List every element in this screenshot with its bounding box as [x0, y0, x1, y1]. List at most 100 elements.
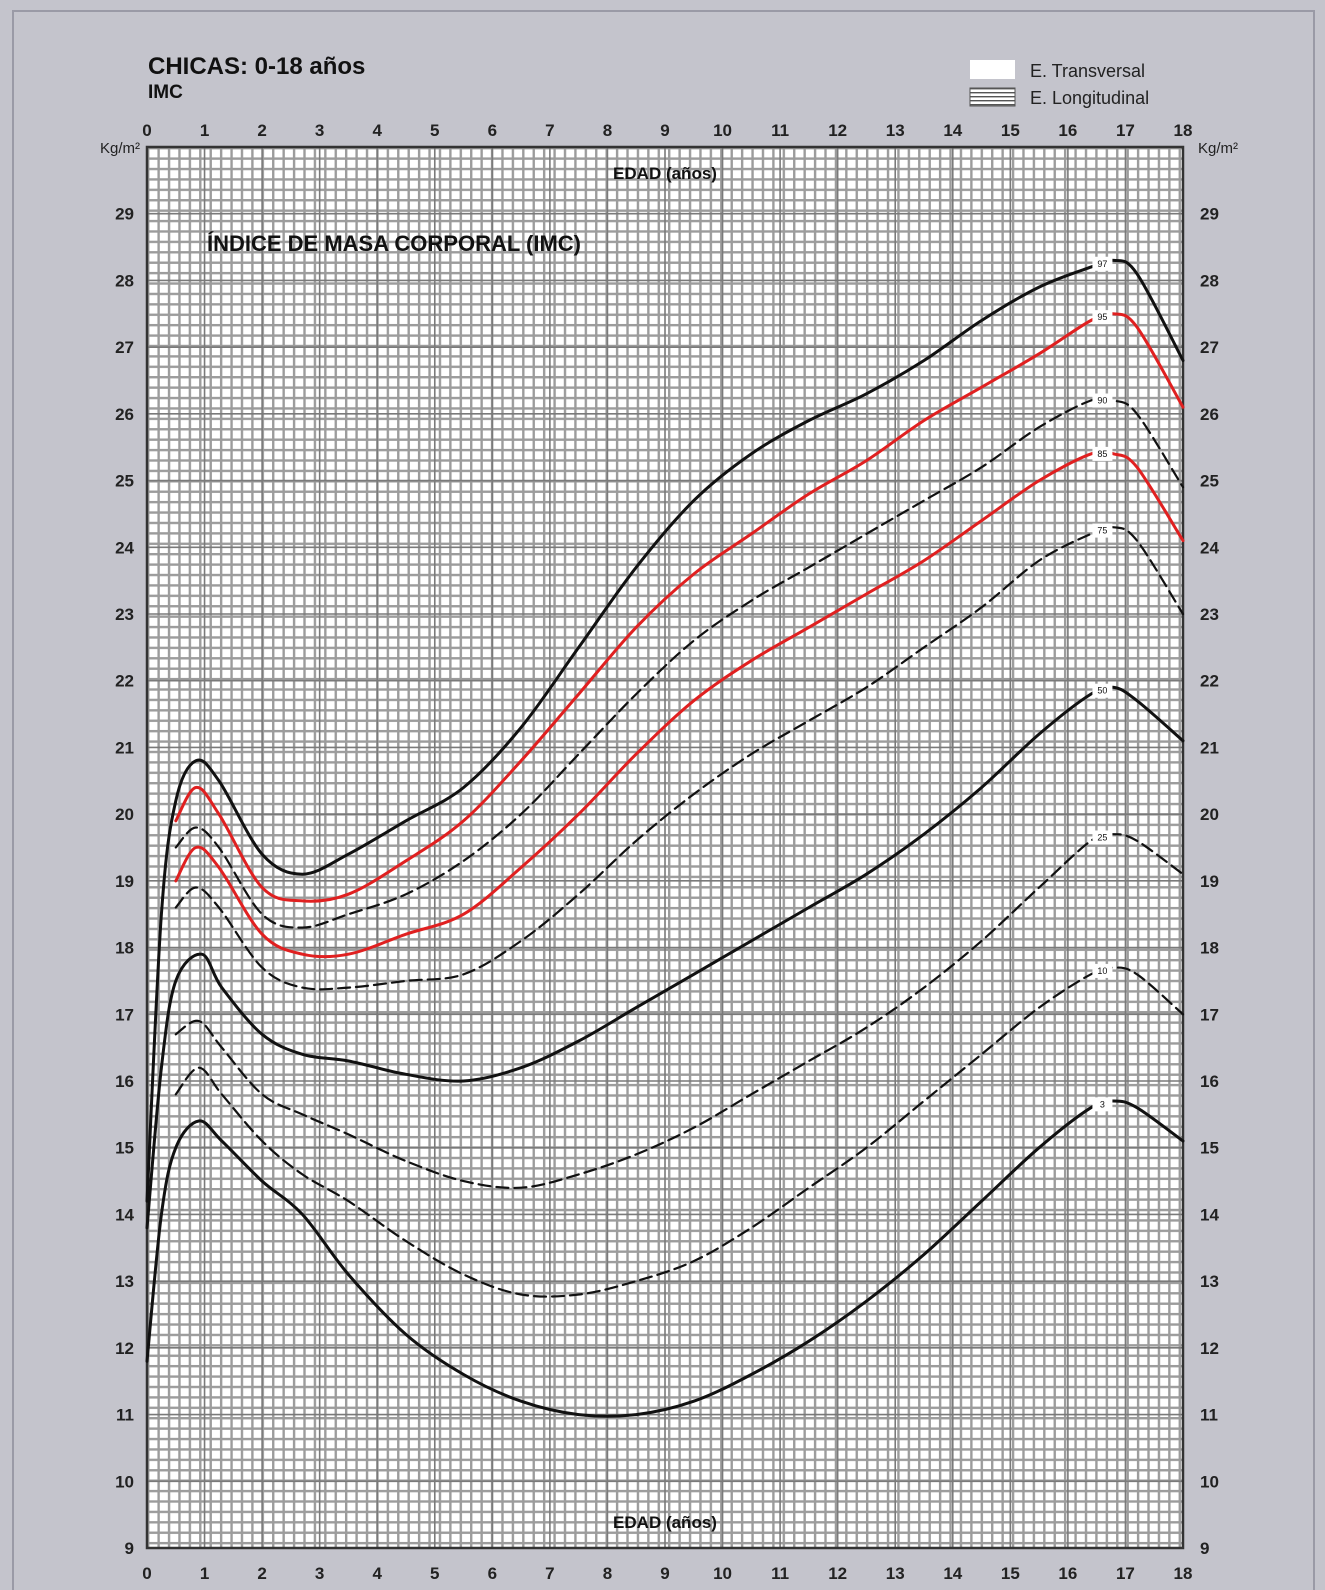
y-tick-label-left: 28	[115, 271, 134, 290]
x-tick-label-top: 9	[660, 121, 669, 140]
x-tick-label-bottom: 8	[603, 1564, 612, 1583]
percentile-label-bg	[1092, 310, 1113, 325]
x-tick-label-bottom: 14	[943, 1564, 962, 1583]
chart-subtitle: IMC	[148, 82, 183, 103]
x-tick-label-bottom: 18	[1174, 1564, 1193, 1583]
percentile-label-p85: 85	[1097, 449, 1107, 459]
y-tick-label-right: 12	[1200, 1339, 1219, 1358]
percentile-label-bg	[1092, 683, 1113, 698]
chart-title: CHICAS: 0-18 años	[148, 53, 365, 80]
x-tick-label-top: 11	[771, 121, 789, 140]
percentile-curve-p90	[174, 396, 1185, 929]
percentile-label-p90: 90	[1097, 396, 1107, 406]
y-tick-label-right: 17	[1200, 1005, 1219, 1024]
y-tick-label-right: 28	[1200, 271, 1219, 290]
percentile-curve-p3	[145, 1099, 1185, 1418]
x-tick-label-top: 13	[886, 121, 905, 140]
y-tick-label-left: 27	[115, 338, 134, 357]
x-tick-label-top: 10	[713, 121, 732, 140]
x-tick-label-top: 3	[315, 121, 324, 140]
x-tick-label-bottom: 1	[200, 1564, 209, 1583]
y-tick-label-right: 18	[1200, 939, 1219, 958]
y-tick-label-left: 19	[115, 872, 134, 891]
x-tick-label-bottom: 17	[1116, 1564, 1135, 1583]
x-tick-label-top: 18	[1174, 121, 1193, 140]
x-tick-label-bottom: 11	[771, 1564, 789, 1583]
plot-border	[145, 145, 1185, 1550]
percentile-curve-p85	[174, 449, 1185, 959]
y-tick-label-right: 20	[1200, 805, 1219, 824]
legend-swatch-longitudinal	[969, 87, 1016, 107]
percentile-label-bg	[1092, 830, 1113, 845]
y-tick-label-left: 17	[115, 1005, 134, 1024]
x-tick-label-top: 16	[1058, 121, 1077, 140]
y-tick-label-left: 10	[115, 1472, 134, 1491]
x-tick-label-top: 15	[1001, 121, 1020, 140]
percentile-label-p75: 75	[1097, 526, 1107, 536]
percentile-label-bg	[1092, 256, 1113, 271]
x-tick-label-bottom: 7	[545, 1564, 554, 1583]
percentile-labels: 97 95 90 85 75 50 25 10 3	[1092, 256, 1113, 1112]
x-tick-label-top: 1	[200, 121, 209, 140]
y-tick-label-right: 23	[1200, 605, 1219, 624]
legend-label-transversal: E. Transversal	[1030, 61, 1145, 81]
y-tick-label-right: 9	[1200, 1539, 1209, 1558]
x-tick-label-bottom: 5	[430, 1564, 439, 1583]
x-tick-label-bottom: 10	[713, 1564, 732, 1583]
x-tick-label-bottom: 15	[1001, 1564, 1020, 1583]
x-tick-label-bottom: 13	[886, 1564, 905, 1583]
x-tick-label-bottom: 2	[257, 1564, 266, 1583]
x-tick-label-bottom: 6	[488, 1564, 497, 1583]
x-axis-label-bottom: EDAD (años)	[613, 1513, 717, 1532]
y-tick-label-left: 13	[115, 1272, 134, 1291]
percentile-curve-p97	[145, 258, 1185, 1203]
y-tick-label-left: 26	[115, 405, 134, 424]
percentile-label-p3: 3	[1100, 1099, 1105, 1109]
x-tick-label-top: 4	[372, 121, 382, 140]
y-tick-label-right: 13	[1200, 1272, 1219, 1291]
percentile-label-bg	[1092, 523, 1113, 538]
y-tick-label-right: 14	[1200, 1205, 1219, 1224]
x-tick-label-top: 8	[603, 121, 612, 140]
x-axis-label-top: EDAD (años)	[613, 164, 717, 183]
x-tick-label-top: 5	[430, 121, 439, 140]
y-tick-label-right: 15	[1200, 1139, 1219, 1158]
percentile-curve-p10	[174, 966, 1185, 1298]
x-tick-label-top: 7	[545, 121, 554, 140]
y-tick-label-right: 16	[1200, 1072, 1219, 1091]
y-tick-label-right: 21	[1200, 738, 1219, 757]
x-tick-label-top: 12	[828, 121, 847, 140]
x-tick-label-top: 2	[257, 121, 266, 140]
y-tick-label-right: 19	[1200, 872, 1219, 891]
y-tick-label-right: 24	[1200, 538, 1219, 557]
x-tick-label-top: 17	[1116, 121, 1135, 140]
y-tick-label-right: 11	[1200, 1406, 1218, 1425]
x-tick-label-bottom: 4	[372, 1564, 382, 1583]
percentile-curve-p25	[174, 832, 1185, 1190]
percentile-label-bg	[1092, 963, 1113, 978]
percentile-curve-p75	[174, 525, 1185, 991]
y-tick-label-left: 16	[115, 1072, 134, 1091]
legend-label-longitudinal: E. Longitudinal	[1030, 88, 1149, 108]
page-frame	[12, 10, 1315, 1590]
x-tick-label-bottom: 3	[315, 1564, 324, 1583]
percentile-label-bg	[1092, 1097, 1113, 1112]
x-tick-label-top: 14	[943, 121, 962, 140]
y-tick-label-right: 10	[1200, 1472, 1219, 1491]
y-tick-label-right: 26	[1200, 405, 1219, 424]
y-tick-label-left: 25	[115, 472, 134, 491]
percentile-label-bg	[1092, 446, 1113, 461]
percentile-curve-p50	[145, 685, 1185, 1230]
axis-ticks: 0011223344556677889910101111121213131414…	[115, 121, 1219, 1583]
x-tick-label-bottom: 16	[1058, 1564, 1077, 1583]
percentile-label-bg	[1092, 393, 1113, 408]
y-tick-label-left: 22	[115, 672, 134, 691]
y-tick-label-left: 14	[115, 1205, 134, 1224]
y-tick-label-left: 12	[115, 1339, 134, 1358]
percentile-label-p95: 95	[1097, 312, 1107, 322]
x-tick-label-bottom: 12	[828, 1564, 847, 1583]
y-tick-label-left: 18	[115, 939, 134, 958]
x-tick-label-bottom: 0	[142, 1564, 151, 1583]
percentile-label-p10: 10	[1097, 966, 1107, 976]
